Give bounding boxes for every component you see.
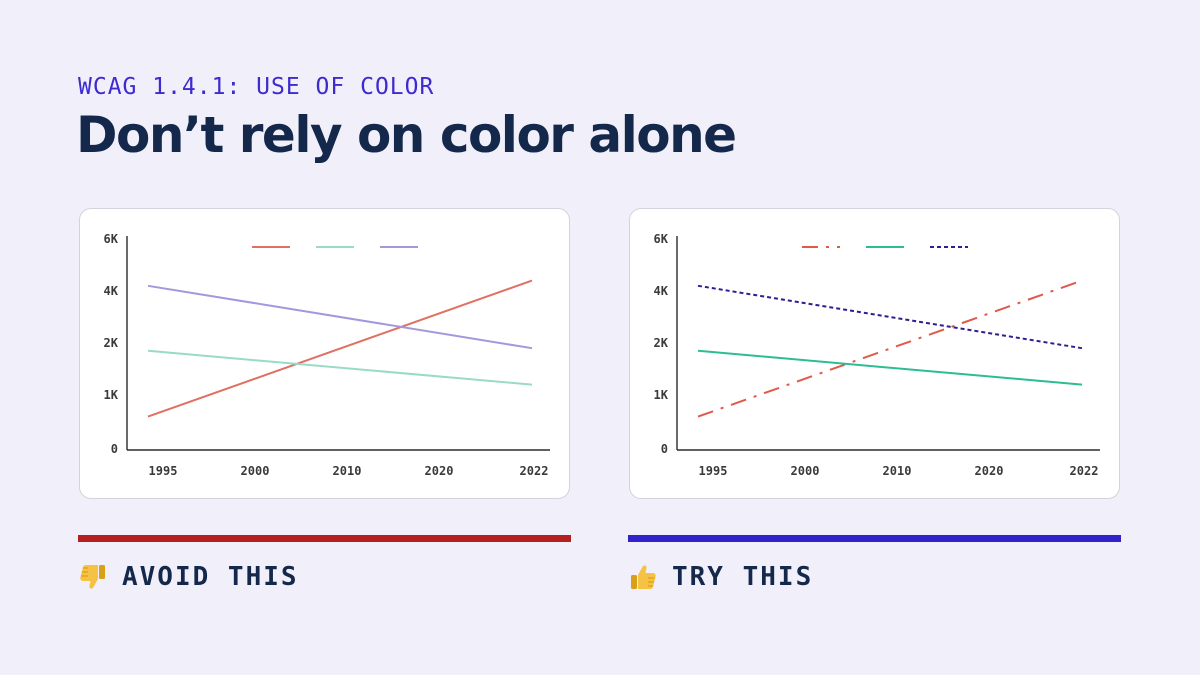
- x-tick-label: 1995: [149, 464, 178, 478]
- x-tick-label: 1995: [699, 464, 728, 478]
- x-tick-label: 2020: [425, 464, 454, 478]
- y-tick-label: 2K: [104, 336, 119, 350]
- avoid-label: AVOID THIS: [122, 562, 299, 592]
- y-tick-label: 0: [661, 442, 668, 456]
- try-label: TRY THIS: [672, 562, 814, 592]
- series-line-1: [697, 279, 1083, 418]
- y-tick-label: 1K: [104, 388, 119, 402]
- y-tick-label: 2K: [654, 336, 669, 350]
- series-line-3: [697, 284, 1083, 350]
- x-tick-label: 2022: [520, 464, 549, 478]
- line-chart-try: 0 1K 2K 4K 6K 1995 2000 2010 2020 2022: [654, 232, 1100, 478]
- x-tick-label: 2022: [1070, 464, 1099, 478]
- page-title: Don’t rely on color alone: [76, 106, 737, 164]
- x-tick-label: 2000: [791, 464, 820, 478]
- y-tick-label: 0: [111, 442, 118, 456]
- thumbs-up-icon: [631, 565, 656, 589]
- y-tick-label: 1K: [654, 388, 669, 402]
- line-chart-avoid: 0 1K 2K 4K 6K 1995 2000 2010 2020 2022: [104, 232, 550, 478]
- y-tick-label: 6K: [104, 232, 119, 246]
- series-line-1: [147, 279, 533, 418]
- thumbs-down-icon: [80, 565, 105, 589]
- avoid-verdict: AVOID THIS: [78, 562, 299, 592]
- try-divider: [628, 535, 1121, 542]
- series-line-3: [147, 284, 533, 350]
- y-tick-label: 4K: [654, 284, 669, 298]
- y-tick-label: 4K: [104, 284, 119, 298]
- x-tick-label: 2010: [883, 464, 912, 478]
- series-line-2: [147, 349, 533, 386]
- y-tick-label: 6K: [654, 232, 669, 246]
- try-verdict: TRY THIS: [628, 562, 813, 592]
- x-tick-label: 2000: [241, 464, 270, 478]
- chart-card-avoid: 0 1K 2K 4K 6K 1995 2000 2010 2020 2022: [79, 208, 570, 499]
- eyebrow-guideline: WCAG 1.4.1: USE OF COLOR: [78, 74, 435, 100]
- avoid-divider: [78, 535, 571, 542]
- series-line-2: [697, 349, 1083, 386]
- x-tick-label: 2020: [975, 464, 1004, 478]
- x-tick-label: 2010: [333, 464, 362, 478]
- chart-card-try: 0 1K 2K 4K 6K 1995 2000 2010 2020 2022: [629, 208, 1120, 499]
